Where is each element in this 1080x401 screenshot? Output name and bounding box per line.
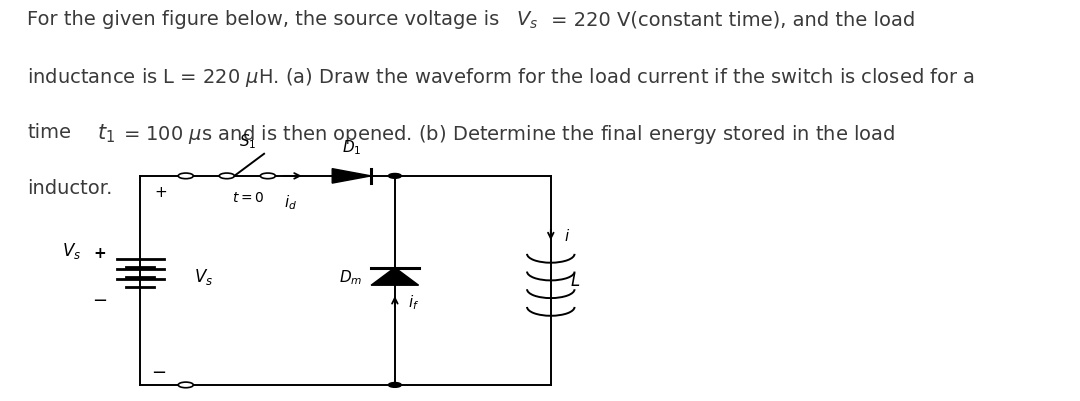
Text: −: − [151, 363, 166, 381]
Text: $t_1$: $t_1$ [97, 122, 116, 145]
Text: For the given figure below, the source voltage is: For the given figure below, the source v… [27, 10, 499, 29]
Circle shape [178, 382, 193, 388]
Text: −: − [92, 292, 107, 310]
Text: $V_s$: $V_s$ [62, 241, 81, 261]
Text: $S_1$: $S_1$ [239, 132, 256, 150]
Text: $i_f$: $i_f$ [408, 292, 419, 311]
Polygon shape [372, 268, 419, 286]
Text: inductance is L = 220 $\mu$H. (a) Draw the waveform for the load current if the : inductance is L = 220 $\mu$H. (a) Draw t… [27, 66, 975, 89]
Text: $V_s$: $V_s$ [516, 10, 539, 31]
Text: $L$: $L$ [570, 272, 581, 290]
Text: = 220 V(constant time), and the load: = 220 V(constant time), and the load [551, 10, 915, 29]
Circle shape [178, 174, 193, 179]
Text: $D_1$: $D_1$ [342, 138, 362, 156]
Circle shape [389, 174, 402, 179]
Text: = 100 $\mu$s and is then opened. (b) Determine the final energy stored in the lo: = 100 $\mu$s and is then opened. (b) Det… [123, 122, 895, 145]
Circle shape [260, 174, 275, 179]
Text: +: + [93, 245, 106, 260]
Text: $i_d$: $i_d$ [284, 192, 297, 211]
Polygon shape [333, 169, 372, 184]
Text: $D_m$: $D_m$ [339, 267, 363, 286]
Text: $i$: $i$ [564, 227, 570, 243]
Text: inductor.: inductor. [27, 178, 112, 197]
Text: +: + [154, 184, 167, 199]
Circle shape [389, 383, 402, 387]
Text: time: time [27, 122, 71, 141]
Text: $t = 0$: $t = 0$ [232, 190, 265, 205]
Circle shape [219, 174, 234, 179]
Text: $V_s$: $V_s$ [194, 267, 214, 287]
